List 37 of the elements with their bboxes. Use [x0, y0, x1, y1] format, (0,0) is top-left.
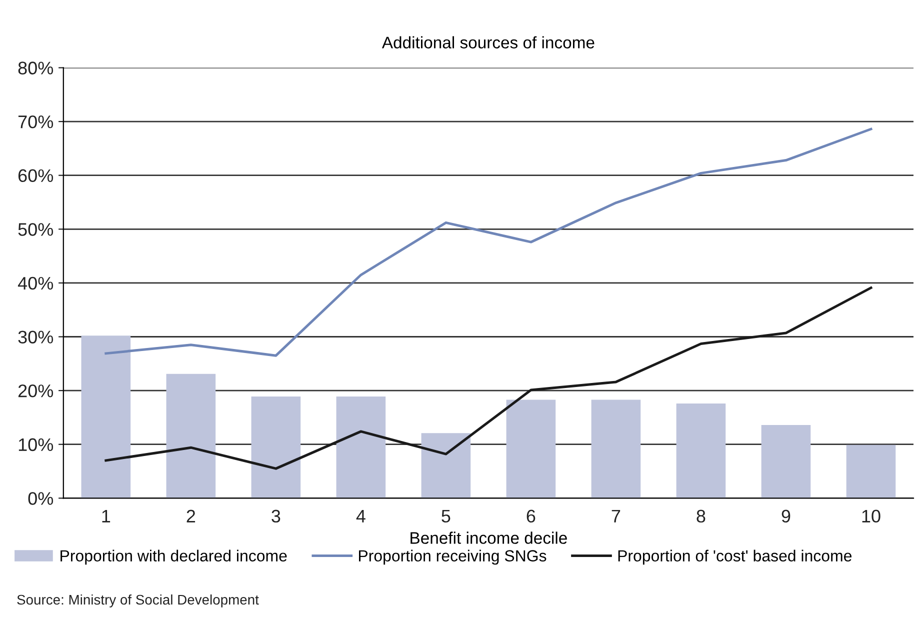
- bar: [761, 424, 811, 498]
- line-series: [104, 286, 872, 470]
- chart-title: Additional sources of income: [382, 36, 594, 48]
- bar: [251, 396, 301, 498]
- bar: [676, 403, 726, 498]
- line-series: [104, 128, 872, 357]
- x-tick-label: 8: [696, 510, 706, 523]
- bar: [166, 374, 216, 498]
- x-tick-label: 3: [272, 510, 280, 523]
- x-tick-label: 7: [612, 510, 620, 522]
- y-tick-label: 20%: [18, 384, 54, 398]
- x-tick-label: 1: [102, 510, 110, 522]
- x-tick-label: 4: [356, 510, 366, 522]
- x-tick-label: 5: [442, 510, 450, 523]
- x-tick-label: 6: [526, 510, 536, 523]
- x-axis-title: Benefit income decile: [410, 532, 567, 544]
- y-tick-label: 70%: [18, 115, 54, 128]
- x-tick-label: 10: [862, 510, 880, 523]
- bar: [846, 444, 896, 498]
- y-tick-label: 60%: [18, 169, 54, 182]
- legend-label: Proportion receiving SNGs: [359, 550, 546, 565]
- legend-label: Proportion with declared income: [60, 550, 287, 565]
- y-tick-label: 80%: [18, 62, 54, 74]
- y-tick-label: 40%: [18, 276, 54, 290]
- bar: [591, 400, 641, 498]
- x-tick-label: 2: [186, 510, 196, 522]
- y-tick-label: 30%: [18, 330, 54, 344]
- x-tick-label: 9: [782, 510, 790, 523]
- bar: [506, 400, 556, 498]
- bar: [336, 396, 386, 498]
- y-tick-label: 10%: [18, 438, 54, 452]
- y-tick-label: 50%: [18, 223, 54, 236]
- y-tick-label: 0%: [28, 492, 54, 505]
- legend-label: Proportion of 'cost' based income: [618, 550, 852, 565]
- bar: [421, 433, 471, 498]
- bar: [81, 336, 131, 498]
- source-note: Source: Ministry of Social Development: [17, 594, 259, 608]
